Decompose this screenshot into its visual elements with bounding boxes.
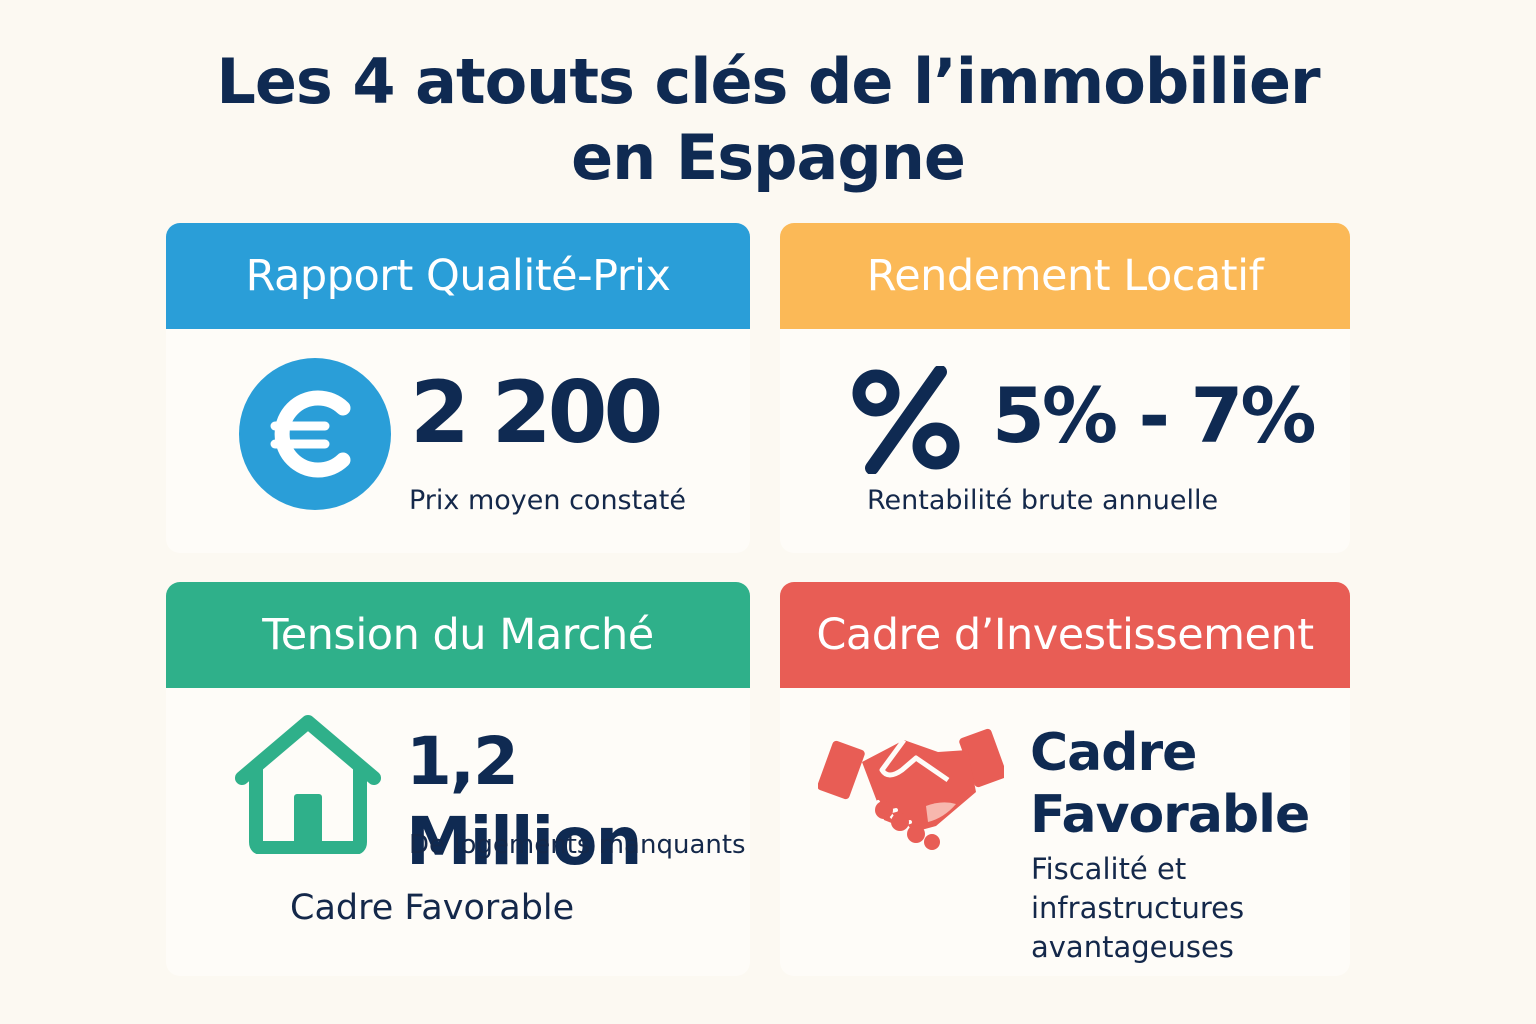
card-header-label: Rendement Locatif — [866, 251, 1264, 301]
card-header-label: Cadre d’Investissement — [816, 610, 1314, 660]
stat-description: Prix moyen constaté — [409, 485, 686, 516]
stat-description-line-1: Fiscalité et — [1031, 852, 1187, 886]
euro-icon — [239, 358, 391, 510]
card-header-label: Tension du Marché — [262, 610, 654, 660]
stat-value-line-2: Favorable — [1030, 785, 1310, 845]
card-rapport-qualite-prix: Rapport Qualité-Prix 2 200 Prix moyen co… — [166, 223, 750, 553]
stat-value: 2 200 — [410, 363, 663, 463]
percent-icon — [852, 366, 960, 474]
card-tension-du-marche: Tension du Marché 1,2 Million De logemen… — [166, 582, 750, 976]
page-title-line-1: Les 4 atouts clés de l’immobilier — [216, 45, 1320, 118]
stat-description-line-2: infrastructures — [1031, 891, 1245, 925]
stat-value: 1,2 Million — [406, 723, 643, 880]
house-icon — [235, 715, 381, 854]
stat-description: Rentabilité brute annuelle — [867, 485, 1219, 516]
card-cadre-investissement: Cadre d’Investissement Cadre Favorable F… — [780, 582, 1350, 976]
stat-value: 5% - 7% — [992, 371, 1317, 460]
handshake-icon — [818, 728, 1004, 850]
extra-label: Cadre Favorable — [290, 888, 575, 928]
card-header: Rapport Qualité-Prix — [166, 223, 750, 329]
stat-description-line-3: avantageuses — [1031, 930, 1234, 964]
stat-description: Fiscalité et infrastructures avantageuse… — [1031, 850, 1244, 967]
card-header: Tension du Marché — [166, 582, 750, 688]
card-header: Rendement Locatif — [780, 223, 1350, 329]
card-header: Cadre d’Investissement — [780, 582, 1350, 688]
stat-value-line-1: Cadre — [1030, 723, 1197, 783]
stat-description: De logements manquants — [409, 830, 746, 860]
card-header-label: Rapport Qualité-Prix — [245, 251, 671, 301]
page-title: Les 4 atouts clés de l’immobilier en Esp… — [0, 44, 1536, 196]
page-title-line-2: en Espagne — [571, 121, 966, 194]
stat-value: Cadre Favorable — [1030, 722, 1310, 846]
card-rendement-locatif: Rendement Locatif 5% - 7% Rentabilité br… — [780, 223, 1350, 553]
